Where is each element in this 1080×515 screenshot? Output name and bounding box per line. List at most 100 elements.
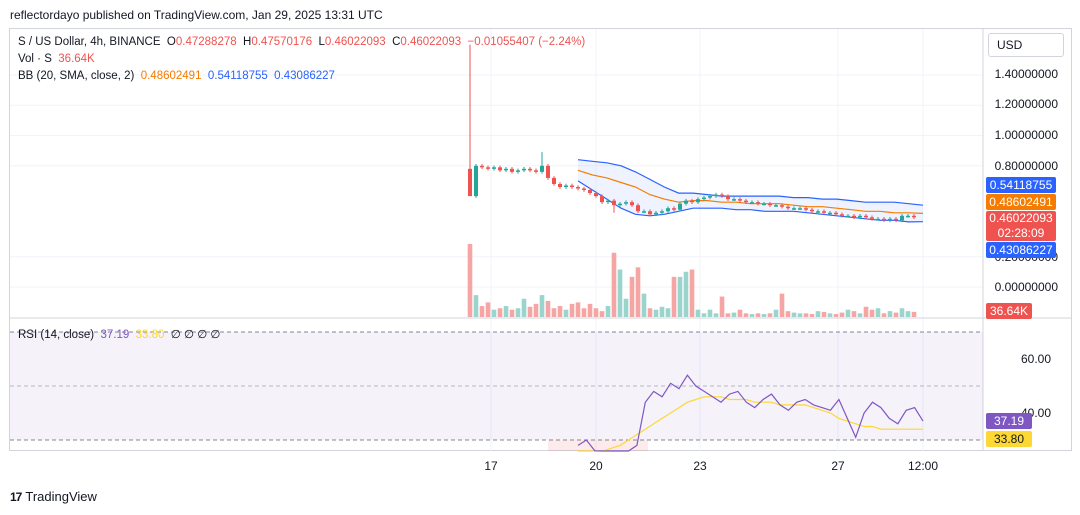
candle — [666, 208, 670, 212]
volume-bar — [737, 309, 743, 317]
candle — [588, 190, 592, 194]
candle — [912, 215, 916, 218]
volume-bar — [521, 298, 527, 317]
candle — [564, 185, 568, 188]
candle — [534, 170, 538, 172]
volume-bar — [707, 309, 713, 317]
low-value: 0.46022093 — [324, 36, 386, 48]
candle — [672, 208, 676, 210]
candle-countdown: 02:28:09 — [997, 226, 1045, 240]
volume-bar — [851, 311, 857, 317]
volume-bar — [479, 306, 485, 317]
price-value: 0.46022093 — [989, 211, 1053, 225]
candle — [540, 165, 544, 172]
volume-bar — [545, 300, 551, 317]
volume-bar — [863, 306, 869, 317]
candle — [882, 218, 886, 221]
bb-basis-badge: 0.48602491 — [986, 194, 1056, 210]
volume-bar — [527, 306, 533, 317]
rsi-value: 37.19 — [100, 329, 130, 341]
volume-bar — [509, 309, 515, 317]
candle — [858, 215, 862, 218]
rsi-ma-badge: 33.80 — [986, 431, 1032, 447]
volume-bar — [623, 298, 629, 317]
bb-basis-line — [577, 169, 924, 214]
candle — [840, 214, 844, 216]
candle — [606, 200, 610, 203]
legend-volume: Vol · S 36.64K — [18, 53, 95, 65]
time-tick: 17 — [484, 459, 498, 473]
volume-bar — [875, 308, 881, 317]
volume-bar — [761, 314, 767, 317]
candle — [846, 215, 850, 218]
grid-lines — [10, 29, 1071, 451]
candle — [768, 203, 772, 206]
candle — [648, 211, 652, 215]
bb-label: BB (20, SMA, close, 2) — [18, 70, 135, 82]
volume-bar — [629, 276, 635, 317]
volume-bar — [551, 308, 557, 317]
candle — [780, 205, 784, 207]
volume-bar — [725, 313, 731, 317]
candle — [876, 218, 880, 221]
volume-bar — [833, 314, 839, 317]
rsi-line — [577, 374, 924, 452]
volume-bar — [755, 313, 761, 317]
volume-bar — [815, 311, 821, 317]
candle — [702, 197, 706, 200]
volume-bar — [749, 314, 755, 317]
volume-bar — [887, 311, 893, 317]
candle — [822, 211, 826, 213]
candle — [696, 199, 700, 203]
candle — [744, 200, 748, 203]
bb-lower-badge: 0.43086227 — [986, 242, 1056, 258]
candle — [546, 165, 550, 178]
rsi-label: RSI (14, close) — [18, 329, 95, 341]
volume-bar — [701, 313, 707, 317]
volume-bar — [731, 312, 737, 317]
volume-bar — [767, 313, 773, 317]
volume-bar — [803, 313, 809, 317]
high-label: H — [243, 36, 252, 48]
candle — [516, 170, 520, 172]
volume-bar — [773, 309, 779, 317]
tradingview-logo-icon: 17 — [10, 489, 22, 504]
volume-bar — [683, 271, 689, 317]
volume-bar — [617, 269, 623, 317]
candle — [828, 212, 832, 215]
volume-bar — [641, 293, 647, 317]
volume-bar — [677, 276, 683, 317]
candle — [810, 209, 814, 212]
candle — [642, 211, 646, 213]
legend-bb: BB (20, SMA, close, 2) 0.48602491 0.5411… — [18, 70, 335, 82]
volume-bar — [599, 311, 605, 317]
candle — [774, 205, 778, 207]
volume-bar — [611, 252, 617, 317]
volume-bar — [821, 311, 827, 317]
bb-upper-badge: 0.54118755 — [986, 177, 1056, 193]
candle — [870, 217, 874, 219]
price-tick: 1.40000000 — [994, 67, 1058, 81]
volume-bar — [857, 313, 863, 317]
candle — [660, 211, 664, 213]
volume-bar — [791, 312, 797, 317]
currency-button[interactable]: USD — [988, 33, 1064, 57]
bb-upper-value: 0.54118755 — [207, 70, 268, 82]
candle — [504, 168, 508, 171]
candle — [600, 196, 604, 203]
price-tick: 1.00000000 — [994, 128, 1058, 142]
time-tick: 12:00 — [907, 459, 939, 473]
volume-badge: 36.64K — [986, 303, 1032, 319]
volume-bar — [605, 306, 611, 317]
candle — [552, 177, 556, 184]
volume-bar — [539, 295, 545, 317]
rsi-extra: ∅ ∅ ∅ ∅ — [170, 329, 221, 341]
candle — [756, 202, 760, 204]
bb-lower-value: 0.43086227 — [274, 70, 335, 82]
rsi-tick: 60.00 — [1020, 352, 1051, 366]
candle — [486, 167, 490, 169]
bollinger-bands — [577, 159, 924, 223]
rsi-ma-value: 33.80 — [135, 329, 165, 341]
candle — [804, 208, 808, 210]
